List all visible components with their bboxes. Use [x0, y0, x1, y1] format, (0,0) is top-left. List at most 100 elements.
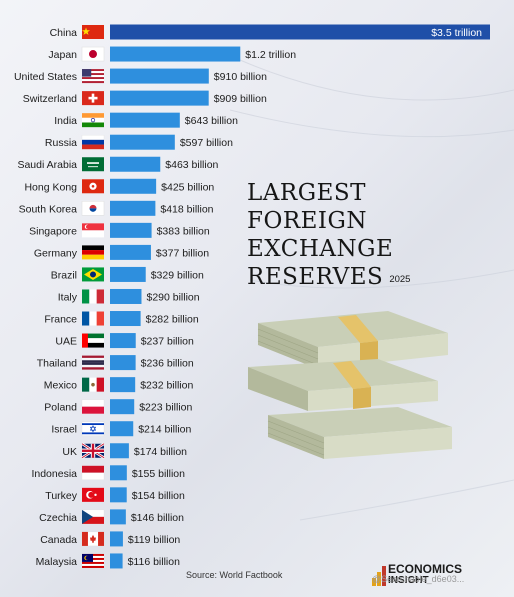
flag-icon	[81, 442, 105, 459]
value-label: $146 billion	[131, 512, 184, 524]
title-line-3: RESERVES	[247, 264, 384, 290]
country-label: Israel	[51, 424, 77, 436]
bar	[110, 112, 180, 128]
flag-icon	[82, 377, 104, 392]
source-note: Source: World Factbook	[186, 570, 283, 580]
country-label: Indonesia	[31, 468, 77, 480]
bar	[110, 399, 135, 415]
bar	[110, 266, 146, 282]
chart-title: LARGEST FOREIGN EXCHANGE RESERVES 2025	[247, 179, 509, 294]
bar	[110, 553, 123, 569]
country-label: Thailand	[37, 358, 77, 370]
value-label: $155 billion	[132, 468, 185, 480]
flag-icon	[82, 245, 104, 260]
flag-icon	[82, 69, 104, 84]
value-label: $1.2 trillion	[245, 49, 296, 61]
bar	[110, 377, 136, 393]
country-label: Malaysia	[36, 556, 78, 568]
flag-icon	[81, 509, 105, 524]
country-label: Turkey	[45, 490, 77, 502]
value-label: $383 billion	[157, 225, 210, 237]
bar	[110, 355, 136, 371]
flag-icon	[81, 46, 105, 62]
country-label: Russia	[45, 137, 77, 149]
bar	[110, 68, 209, 84]
flag-icon	[81, 201, 105, 216]
flag-icon	[82, 25, 104, 39]
logo-text-line-1: ECONOMICS	[388, 562, 463, 576]
country-label: Hong Kong	[24, 181, 77, 193]
flag-icon	[82, 311, 104, 326]
country-label: United States	[14, 71, 77, 83]
bar	[110, 178, 157, 194]
bar	[110, 46, 241, 62]
value-label: $237 billion	[141, 336, 194, 348]
flag-icon	[82, 179, 104, 194]
flag-icon	[82, 267, 104, 282]
flag-icon	[81, 531, 105, 547]
title-line-1: LARGEST	[247, 180, 366, 206]
bar	[110, 465, 127, 481]
economics-insight-logo: ECONOMICS INSIGHT @Searchable_d6e03...	[372, 561, 512, 595]
value-label: $909 billion	[214, 93, 267, 105]
flag-icon	[81, 135, 105, 150]
value-label: $154 billion	[132, 490, 185, 502]
bar	[110, 443, 129, 459]
country-label: Switzerland	[23, 93, 77, 105]
value-label: $282 billion	[146, 314, 199, 326]
logo-text-line-2: INSIGHT	[388, 575, 429, 586]
value-label: $425 billion	[161, 181, 214, 193]
bar	[110, 487, 127, 503]
country-label: Poland	[44, 402, 77, 414]
flag-icon	[82, 157, 104, 172]
value-label: $223 billion	[139, 402, 192, 414]
value-label: $377 billion	[156, 247, 209, 259]
country-label: Brazil	[51, 269, 77, 281]
country-label: South Korea	[19, 203, 78, 215]
country-label: Czechia	[39, 512, 77, 524]
country-label: UAE	[55, 336, 77, 348]
bar	[110, 244, 151, 260]
bar	[110, 288, 142, 304]
bar	[110, 156, 161, 172]
value-label: $290 billion	[146, 291, 199, 303]
flag-icon	[82, 333, 104, 348]
value-label: $463 billion	[165, 159, 218, 171]
bar	[110, 509, 126, 525]
flag-icon	[82, 289, 104, 304]
watermark-handle: @Searchable_d6e03...	[372, 574, 465, 584]
flag-icon	[81, 421, 105, 436]
bar	[110, 24, 490, 40]
bar	[110, 134, 175, 150]
flag-icon	[82, 223, 104, 238]
title-year: 2025	[389, 274, 411, 285]
value-label: $597 billion	[180, 137, 233, 149]
flag-icon	[82, 355, 104, 370]
country-label: Japan	[48, 49, 77, 61]
value-label: $214 billion	[138, 424, 191, 436]
country-label: Mexico	[44, 380, 77, 392]
value-label: $116 billion	[128, 556, 181, 568]
country-label: India	[54, 115, 77, 127]
bar	[110, 311, 141, 327]
country-label: Germany	[34, 247, 78, 259]
bar	[110, 222, 152, 238]
flag-icon	[81, 465, 105, 480]
country-label: Singapore	[29, 225, 77, 237]
value-label: $418 billion	[160, 203, 213, 215]
value-label: $643 billion	[185, 115, 238, 127]
value-label: $329 billion	[151, 269, 204, 281]
country-label: Italy	[58, 291, 78, 303]
value-label: $910 billion	[214, 71, 267, 83]
value-label: $236 billion	[141, 358, 194, 370]
country-label: China	[50, 27, 78, 39]
title-line-2: FOREIGN EXCHANGE	[247, 208, 394, 262]
value-label: $3.5 trillion	[431, 27, 482, 39]
value-label: $174 billion	[134, 446, 187, 458]
value-label: $119 billion	[128, 534, 181, 546]
flag-icon	[82, 487, 104, 502]
bar	[110, 333, 136, 349]
bar	[110, 421, 134, 437]
flag-icon	[82, 553, 104, 568]
